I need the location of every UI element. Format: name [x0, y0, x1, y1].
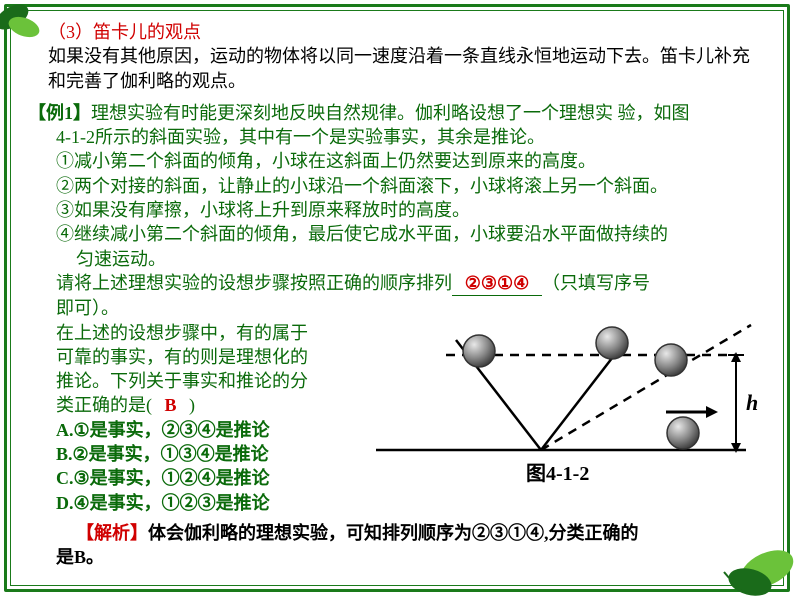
- example-item-4b: 匀速运动。: [28, 247, 766, 271]
- solution-block: 【解析】体会伽利略的理想实验，可知排列顺序为②③①④,分类正确的 是B。: [28, 521, 766, 570]
- leaf-decoration-bottom-right: [712, 534, 794, 604]
- solution-label: 【解析】: [56, 523, 148, 543]
- order-question-3: 即可）。: [28, 296, 766, 320]
- order-question-line: 请将上述理想实验的设想步骤按照正确的顺序排列②③①④（只填写序号: [28, 271, 766, 296]
- classify-4: 类正确的是( B ): [28, 393, 363, 417]
- order-question: 请将上述理想实验的设想步骤按照正确的顺序排列: [56, 273, 452, 293]
- answer-letter: B: [157, 395, 185, 415]
- figure-caption: 图4-1-2: [526, 462, 589, 485]
- order-answer: ②③①④: [452, 271, 542, 296]
- example-item-1: ①减小第二个斜面的倾角，小球在这斜面上仍然要达到原来的高度。: [28, 149, 766, 173]
- classify-3: 推论。下列关于事实和推论的分: [28, 369, 363, 393]
- header-para: 如果没有其他原因，运动的物体将以同一速度沿着一条直线永恒地运动下去。笛卡儿补充和…: [28, 44, 766, 93]
- solution-text-1: 体会伽利略的理想实验，可知排列顺序为②③①④,分类正确的: [148, 523, 639, 543]
- leaf-decoration-top-left: [0, 0, 52, 52]
- order-question-2: （只填写序号: [542, 273, 650, 293]
- classify-1: 在上述的设想步骤中，有的属于: [28, 321, 363, 345]
- section-header: （3）笛卡儿的观点: [28, 20, 766, 44]
- classify-4a: 类正确的是(: [56, 395, 152, 415]
- example-label: 【例1】: [28, 103, 91, 123]
- example-item-4a: ④继续减小第二个斜面的倾角，最后使它成水平面，小球要沿水平面做持续的: [28, 222, 766, 246]
- solution-text-2: 是B。: [56, 545, 766, 569]
- example-intro2: 4-1-2所示的斜面实验，其中有一个是实验事实，其余是推论。: [28, 125, 766, 149]
- classify-2: 可靠的事实，有的则是理想化的: [28, 345, 363, 369]
- classify-4b: ): [189, 395, 195, 415]
- figure-4-1-2: h 图4-1-2: [366, 320, 766, 500]
- example-item-3: ③如果没有摩擦，小球将上升到原来释放时的高度。: [28, 198, 766, 222]
- example-intro: 理想实验有时能更深刻地反映自然规律。伽利略设想了一个理想实 验，如图: [91, 103, 690, 123]
- section-num: （3）: [48, 22, 93, 42]
- h-label: h: [746, 390, 758, 415]
- content-area: （3）笛卡儿的观点 如果没有其他原因，运动的物体将以同一速度沿着一条直线永恒地运…: [28, 20, 766, 576]
- example-item-2: ②两个对接的斜面，让静止的小球沿一个斜面滚下，小球将滚上另一个斜面。: [28, 174, 766, 198]
- section-title-text: 笛卡儿的观点: [93, 22, 201, 42]
